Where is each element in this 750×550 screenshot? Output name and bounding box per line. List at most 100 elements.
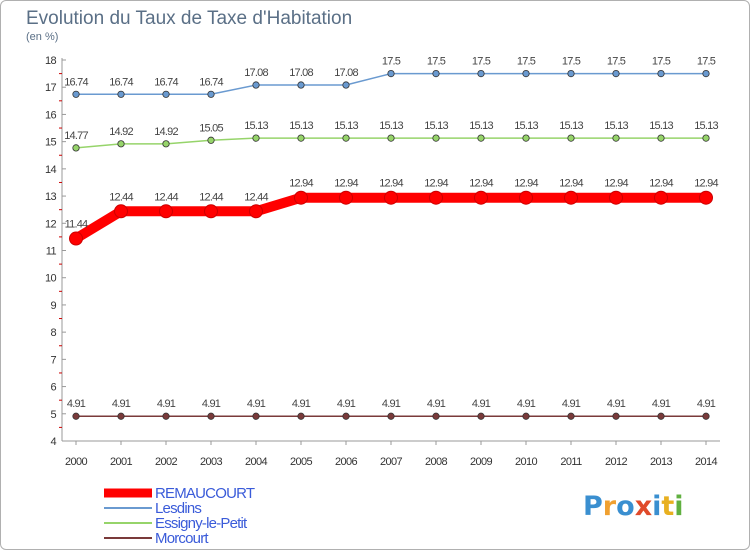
data-point — [207, 90, 215, 98]
data-label: 4.91 — [382, 398, 401, 410]
data-label: 17.5 — [427, 56, 446, 68]
data-point — [429, 190, 443, 205]
data-label: 15.13 — [424, 120, 448, 132]
data-label: 4.91 — [202, 398, 221, 410]
data-label: 12.94 — [514, 178, 538, 190]
data-label: 16.74 — [64, 76, 88, 88]
data-point — [294, 190, 308, 205]
data-label: 16.74 — [199, 76, 223, 88]
data-label: 4.91 — [652, 398, 671, 410]
data-point — [117, 140, 125, 148]
data-label: 4.91 — [472, 398, 491, 410]
data-point — [567, 134, 575, 142]
data-point — [297, 134, 305, 142]
data-point — [702, 134, 710, 142]
data-label: 16.74 — [109, 76, 133, 88]
logo-letter: i — [652, 491, 661, 522]
data-label: 17.5 — [652, 56, 671, 68]
data-label: 12.94 — [649, 178, 673, 190]
y-tick-label: 10 — [45, 273, 57, 285]
y-tick-label: 13 — [45, 191, 57, 203]
data-point — [477, 134, 485, 142]
y-tick-label: 14 — [45, 164, 57, 176]
legend-label: Morcourt — [155, 530, 209, 547]
data-label: 12.94 — [424, 178, 448, 190]
data-label: 17.5 — [517, 56, 536, 68]
y-tick-label: 18 — [45, 55, 57, 67]
y-tick-label: 15 — [45, 137, 57, 149]
data-label: 4.91 — [427, 398, 446, 410]
data-point — [702, 412, 710, 420]
series-remaucourt: 11.44 12.44 12.44 12.44 12.44 12.94 12.94 12.94… — [65, 178, 719, 246]
data-label: 15.13 — [559, 120, 583, 132]
data-label: 4.91 — [517, 398, 536, 410]
data-point — [342, 134, 350, 142]
x-tick-label: 2003 — [200, 456, 223, 468]
data-label: 4.91 — [607, 398, 626, 410]
data-point — [432, 70, 440, 78]
data-label: 4.91 — [562, 398, 581, 410]
series-essigny-le-petit: 14.77 14.92 14.92 15.05 15.13 15.13 15.13 15.13… — [64, 120, 719, 152]
data-label: 12.44 — [154, 191, 178, 203]
data-point — [699, 190, 713, 205]
x-tick-label: 2000 — [65, 456, 88, 468]
data-label: 4.91 — [67, 398, 86, 410]
data-label: 4.91 — [337, 398, 356, 410]
x-tick-label: 2014 — [695, 456, 718, 468]
logo-letter: P — [583, 491, 603, 522]
data-label: 15.05 — [199, 122, 223, 134]
data-label: 15.13 — [649, 120, 673, 132]
data-label: 14.92 — [109, 126, 133, 138]
data-point — [72, 412, 80, 420]
data-point — [477, 412, 485, 420]
data-label: 12.94 — [604, 178, 628, 190]
y-tick-label: 17 — [45, 82, 57, 94]
data-label: 4.91 — [112, 398, 131, 410]
data-label: 15.13 — [334, 120, 358, 132]
y-tick-label: 4 — [50, 436, 56, 448]
data-point — [69, 231, 83, 246]
x-tick-label: 2008 — [425, 456, 448, 468]
data-label: 12.44 — [109, 191, 133, 203]
x-tick-label: 2005 — [290, 456, 313, 468]
data-label: 12.94 — [379, 178, 403, 190]
data-point — [162, 412, 170, 420]
y-tick-label: 9 — [50, 300, 56, 312]
data-point — [207, 136, 215, 144]
data-label: 11.44 — [65, 219, 88, 231]
data-point — [387, 70, 395, 78]
x-tick-label: 2010 — [515, 456, 538, 468]
data-label: 4.91 — [697, 398, 716, 410]
data-label: 17.5 — [472, 56, 491, 68]
logo-letter: r — [603, 491, 617, 522]
data-point — [702, 70, 710, 78]
x-tick-label: 2007 — [380, 456, 403, 468]
legend: REMAUCOURTLesdinsEssigny-le-PetitMorcour… — [104, 485, 256, 547]
axes: 4 5 6 7 8 9 10 11 12 13 14 15 16 17 18 2000 2001 2002 2003… — [45, 55, 720, 468]
data-point — [297, 81, 305, 89]
series-lesdins: 16.74 16.74 16.74 16.74 17.08 17.08 17.08 17.5 1… — [64, 56, 717, 98]
data-point — [612, 70, 620, 78]
x-tick-label: 2006 — [335, 456, 358, 468]
chart-title: Evolution du Taux de Taxe d'Habitation — [26, 8, 352, 29]
x-tick-label: 2004 — [245, 456, 268, 468]
legend-label: REMAUCOURT — [155, 485, 255, 502]
data-label: 17.5 — [562, 56, 581, 68]
data-label: 15.13 — [289, 120, 313, 132]
data-label: 17.5 — [607, 56, 626, 68]
data-point — [477, 70, 485, 78]
data-label: 12.94 — [694, 178, 718, 190]
chart-subtitle: (en %) — [26, 31, 58, 43]
data-point — [207, 412, 215, 420]
x-tick-label: 2013 — [650, 456, 673, 468]
data-label: 14.77 — [64, 130, 88, 142]
data-point — [522, 412, 530, 420]
data-label: 16.74 — [154, 76, 178, 88]
data-point — [342, 81, 350, 89]
data-point — [339, 190, 353, 205]
data-label: 15.13 — [379, 120, 403, 132]
series-morcourt: 4.91 4.91 4.91 4.91 4.91 4.91 4.91 4.91 4.91 4.91… — [67, 398, 717, 420]
data-point — [162, 140, 170, 148]
data-label: 4.91 — [247, 398, 266, 410]
